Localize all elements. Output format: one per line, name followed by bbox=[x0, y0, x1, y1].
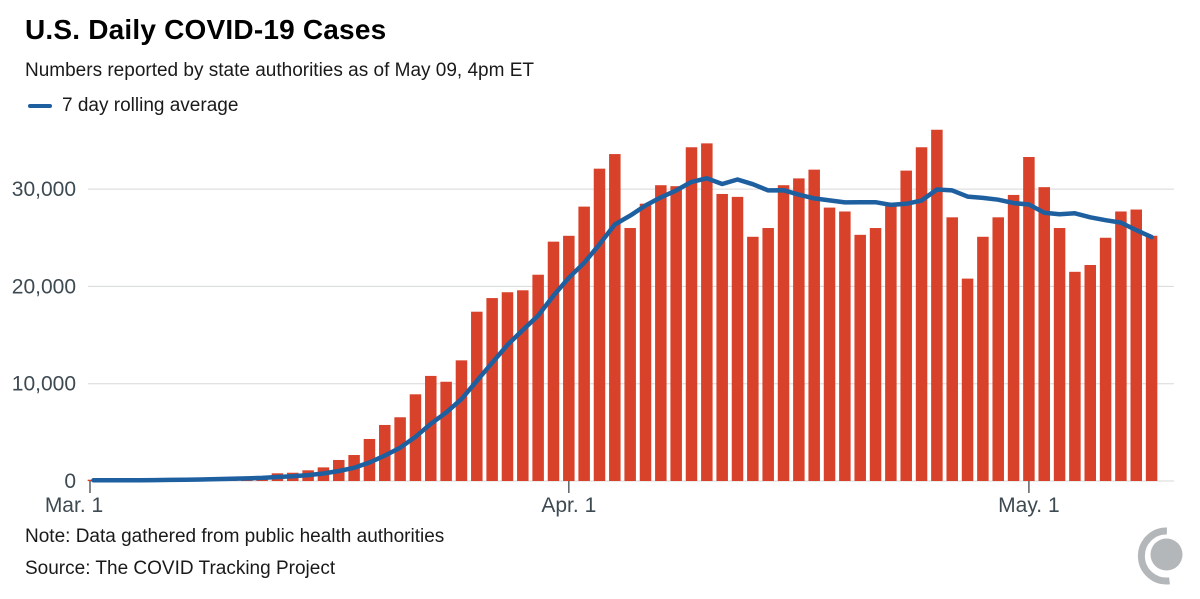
bar bbox=[900, 170, 912, 482]
bar bbox=[578, 206, 590, 482]
bar bbox=[1115, 211, 1127, 482]
legend: 7 day rolling average bbox=[28, 95, 238, 117]
y-axis-labels: 0 10,000 20,000 30,000 bbox=[12, 178, 76, 493]
bar bbox=[486, 298, 498, 481]
bar bbox=[915, 147, 928, 481]
bar bbox=[517, 290, 529, 481]
bar bbox=[731, 196, 744, 481]
logo-circle bbox=[1150, 538, 1183, 571]
y-tick-label: 0 bbox=[64, 470, 76, 493]
y-tick-label: 10,000 bbox=[12, 373, 76, 396]
legend-line-swatch bbox=[28, 104, 52, 108]
bar bbox=[532, 274, 544, 481]
x-tick-label: May. 1 bbox=[998, 494, 1059, 517]
rolling-average-line bbox=[91, 176, 1154, 483]
bar bbox=[1038, 187, 1050, 481]
bar bbox=[685, 147, 698, 481]
bar bbox=[839, 211, 851, 482]
y-tick-label: 30,000 bbox=[12, 178, 76, 201]
bar bbox=[701, 143, 713, 481]
bar bbox=[1084, 264, 1096, 481]
logo-arc bbox=[1137, 527, 1170, 585]
bar bbox=[1069, 271, 1081, 481]
chart-title: U.S. Daily COVID-19 Cases bbox=[25, 14, 387, 45]
legend-label: 7 day rolling average bbox=[62, 95, 239, 116]
bar bbox=[946, 217, 958, 481]
bar bbox=[455, 360, 468, 481]
source-text: Source: The COVID Tracking Project bbox=[25, 558, 336, 579]
bar bbox=[655, 185, 667, 481]
bar bbox=[716, 193, 728, 481]
x-tick-label: Apr. 1 bbox=[541, 494, 596, 517]
bar bbox=[1099, 237, 1112, 481]
bar bbox=[593, 168, 606, 482]
chart-subtitle: Numbers reported by state authorities as… bbox=[25, 60, 535, 81]
bar bbox=[977, 236, 989, 481]
bar bbox=[854, 234, 866, 481]
covid-tracking-project-logo bbox=[1137, 527, 1183, 585]
bar bbox=[1007, 194, 1020, 481]
bar bbox=[823, 207, 836, 481]
bar bbox=[777, 185, 790, 481]
bar bbox=[363, 438, 376, 481]
bar bbox=[1145, 235, 1158, 481]
bar bbox=[425, 375, 437, 481]
bar bbox=[931, 129, 943, 481]
bar bbox=[762, 228, 774, 481]
bar bbox=[747, 236, 759, 481]
bar bbox=[992, 217, 1004, 481]
bar bbox=[501, 292, 514, 481]
bar bbox=[624, 228, 636, 481]
bar bbox=[869, 228, 882, 481]
bars bbox=[87, 129, 1158, 482]
x-tick-label: Mar. 1 bbox=[45, 494, 103, 517]
bar bbox=[1130, 209, 1142, 481]
bar bbox=[961, 278, 974, 481]
bar bbox=[670, 186, 682, 481]
x-axis: Mar. 1 Apr. 1 May. 1 bbox=[45, 481, 1060, 517]
bar bbox=[1053, 228, 1066, 481]
bar bbox=[609, 154, 621, 481]
bar bbox=[808, 169, 820, 481]
bar bbox=[471, 311, 483, 481]
bar bbox=[1023, 156, 1035, 482]
y-tick-label: 20,000 bbox=[12, 275, 76, 298]
note-text: Note: Data gathered from public health a… bbox=[25, 526, 445, 547]
bar bbox=[379, 424, 391, 481]
bar bbox=[440, 381, 452, 481]
bar bbox=[793, 178, 805, 481]
bar bbox=[639, 203, 652, 481]
bar bbox=[547, 241, 560, 481]
bar bbox=[885, 204, 897, 482]
bar bbox=[563, 235, 575, 481]
